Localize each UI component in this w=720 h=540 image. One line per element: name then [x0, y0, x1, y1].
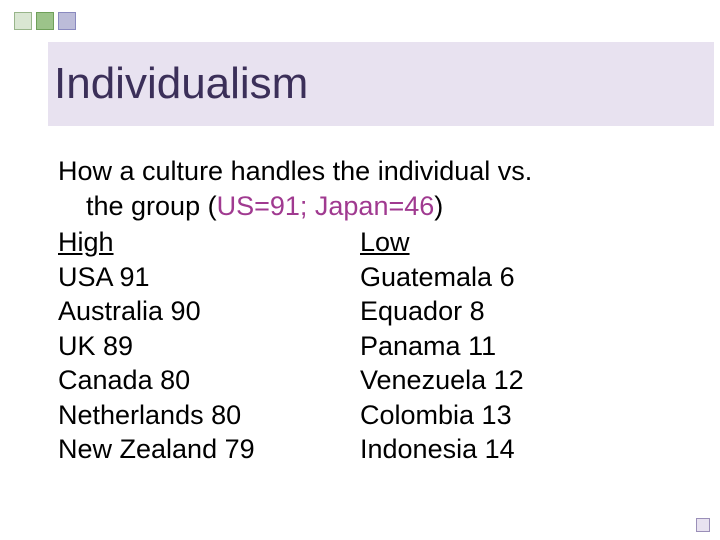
decoration-square-1 — [14, 12, 32, 30]
decoration-squares — [14, 12, 76, 30]
intro-line-2: the group (US=91; Japan=46) — [86, 189, 680, 224]
high-row: USA 91 — [58, 260, 360, 295]
column-high-header: High — [58, 225, 360, 260]
column-high: High USA 91Australia 90UK 89Canada 80Net… — [58, 225, 360, 467]
intro-accent: US=91; Japan=46 — [217, 191, 435, 221]
decoration-square-3 — [58, 12, 76, 30]
column-high-list: USA 91Australia 90UK 89Canada 80Netherla… — [58, 260, 360, 467]
decoration-square-2 — [36, 12, 54, 30]
title-bar: Individualism — [48, 42, 714, 126]
column-low: Low Guatemala 6Equador 8Panama 11Venezue… — [360, 225, 524, 467]
low-row: Panama 11 — [360, 329, 524, 364]
low-row: Equador 8 — [360, 294, 524, 329]
low-row: Guatemala 6 — [360, 260, 524, 295]
intro-suffix: ) — [434, 191, 443, 221]
low-row: Colombia 13 — [360, 398, 524, 433]
columns: High USA 91Australia 90UK 89Canada 80Net… — [58, 225, 680, 467]
page-title: Individualism — [54, 59, 308, 109]
low-row: Indonesia 14 — [360, 432, 524, 467]
high-row: UK 89 — [58, 329, 360, 364]
high-row: Australia 90 — [58, 294, 360, 329]
low-row: Venezuela 12 — [360, 363, 524, 398]
high-row: Canada 80 — [58, 363, 360, 398]
column-low-list: Guatemala 6Equador 8Panama 11Venezuela 1… — [360, 260, 524, 467]
high-row: New Zealand 79 — [58, 432, 360, 467]
intro-line-1: How a culture handles the individual vs. — [58, 154, 680, 189]
content-area: How a culture handles the individual vs.… — [58, 154, 680, 467]
intro-prefix: the group ( — [86, 191, 217, 221]
corner-square-icon — [696, 518, 710, 532]
high-row: Netherlands 80 — [58, 398, 360, 433]
column-low-header: Low — [360, 225, 524, 260]
